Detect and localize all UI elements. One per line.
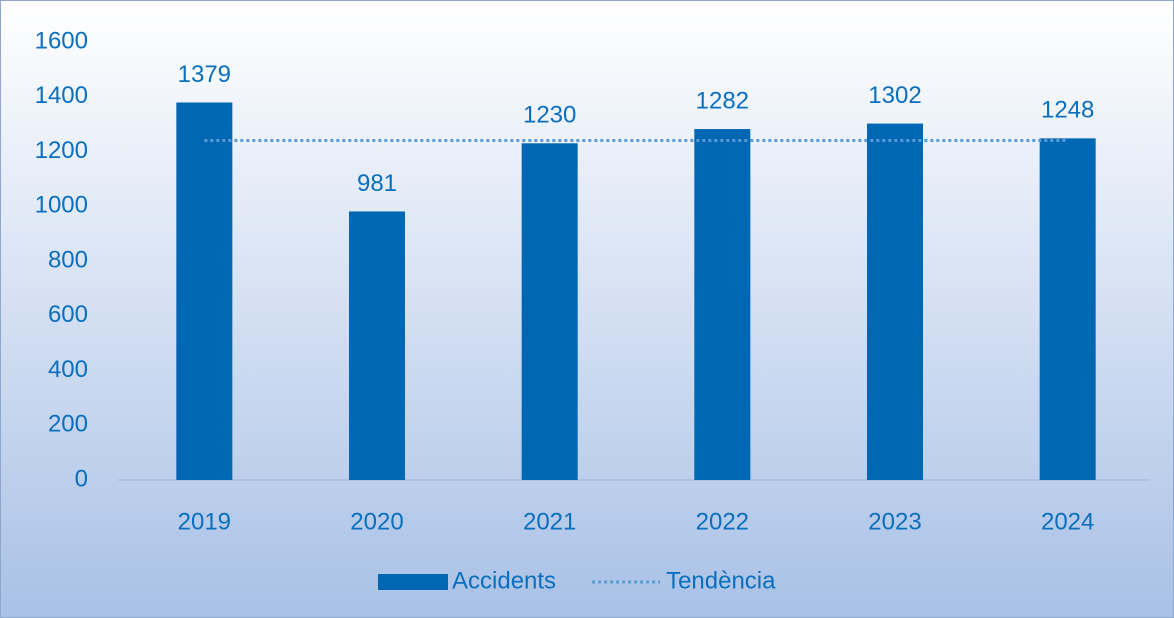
data-label: 981 xyxy=(357,170,397,197)
y-tick-label: 1600 xyxy=(35,27,88,54)
y-tick-label: 400 xyxy=(48,356,88,383)
y-tick-label: 200 xyxy=(48,411,88,438)
x-tick-label: 2024 xyxy=(1041,508,1094,535)
y-tick-label: 600 xyxy=(48,301,88,328)
bar xyxy=(176,102,233,480)
y-tick-label: 1400 xyxy=(35,82,88,109)
y-tick-label: 1000 xyxy=(35,192,88,219)
x-tick-label: 2023 xyxy=(868,508,921,535)
bar xyxy=(867,123,923,480)
legend-label: Accidents xyxy=(452,567,556,594)
data-label: 1379 xyxy=(178,61,231,88)
bar xyxy=(349,211,405,481)
bar xyxy=(1039,138,1096,481)
x-tick-label: 2020 xyxy=(350,508,403,535)
data-label: 1282 xyxy=(696,87,749,114)
y-tick-label: 800 xyxy=(48,246,88,273)
y-tick-label: 1200 xyxy=(35,137,88,164)
x-tick-label: 2021 xyxy=(523,508,576,535)
x-tick-label: 2022 xyxy=(696,508,749,535)
bar xyxy=(694,129,751,481)
data-label: 1302 xyxy=(868,82,921,109)
data-label: 1230 xyxy=(523,102,576,129)
data-label: 1248 xyxy=(1041,97,1094,124)
legend-label: Tendència xyxy=(666,567,776,594)
bar xyxy=(521,143,578,480)
x-tick-label: 2019 xyxy=(178,508,231,535)
y-tick-label: 0 xyxy=(75,465,88,492)
legend-swatch xyxy=(378,574,448,590)
